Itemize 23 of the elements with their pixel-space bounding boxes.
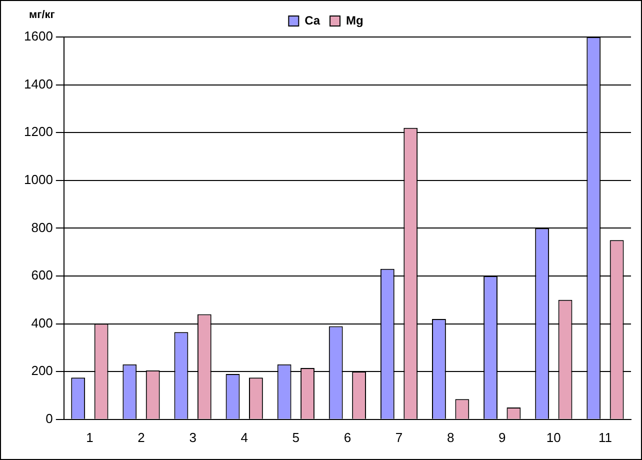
x-tick-label: 2 [138, 430, 145, 445]
x-tick-label: 8 [446, 430, 454, 445]
x-tick-label: 10 [546, 430, 561, 445]
y-tick-label: 600 [31, 268, 53, 283]
x-tick-label: 5 [292, 430, 300, 445]
y-tick-label: 1000 [24, 172, 53, 187]
y-tick-label: 800 [31, 220, 53, 235]
y-tick-label: 1400 [24, 76, 53, 92]
y-axis-title: мг/кг [29, 9, 56, 22]
x-tick-label: 1 [86, 430, 94, 445]
y-tick-label: 0 [46, 410, 53, 426]
x-tick-label: 4 [240, 430, 248, 445]
legend-label: Mg [346, 13, 364, 28]
y-tick-label: 200 [31, 363, 53, 378]
x-tick-label: 9 [498, 430, 506, 445]
x-tick-label: 3 [189, 430, 196, 445]
x-tick-label: 6 [344, 430, 352, 445]
y-tick-label: 1200 [24, 124, 53, 140]
x-tick-label: 11 [598, 430, 612, 445]
y-tick-label: 1600 [24, 28, 53, 44]
x-tick-label: 7 [395, 430, 403, 445]
y-tick-label: 400 [31, 315, 53, 330]
legend-label: Ca [304, 13, 320, 28]
